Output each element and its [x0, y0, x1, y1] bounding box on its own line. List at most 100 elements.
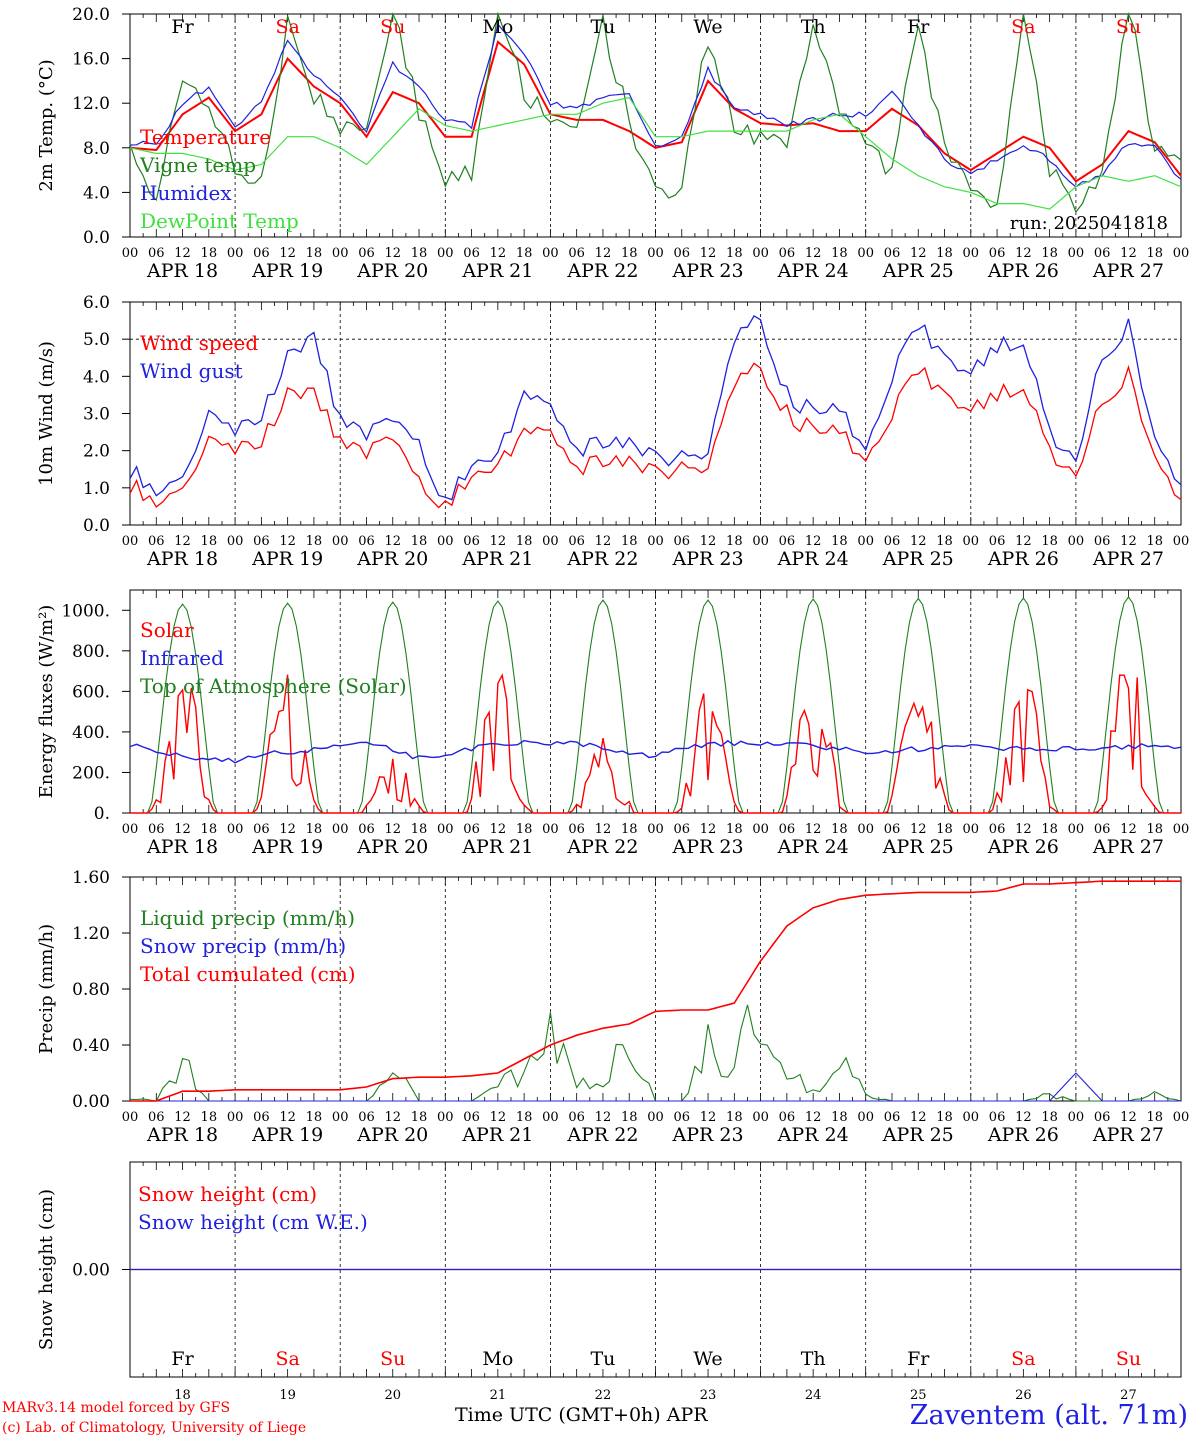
hour-tick-label: 18 — [726, 822, 743, 837]
series-line-3 — [129, 96, 1182, 210]
hour-tick-label: 06 — [779, 822, 796, 837]
date-tick-label: APR 20 — [356, 836, 428, 858]
weekday-label: Su — [1116, 16, 1141, 38]
hour-tick-label: 12 — [490, 822, 507, 837]
hour-tick-label: 06 — [568, 534, 585, 549]
hour-tick-label: 18 — [936, 1110, 953, 1125]
hour-tick-label: 18 — [831, 1110, 848, 1125]
run-annotation: run: 2025041818 — [1010, 213, 1168, 234]
y-tick-label: 20.0 — [72, 5, 110, 25]
hour-tick-label: 12 — [700, 534, 717, 549]
hour-tick-label: 12 — [1120, 1110, 1137, 1125]
hour-tick-label: 12 — [805, 246, 822, 261]
hour-tick-label: 18 — [1041, 1110, 1058, 1125]
y-tick-label: 16.0 — [72, 50, 110, 70]
hour-tick-label: 12 — [700, 246, 717, 261]
hour-tick-label: 00 — [542, 822, 559, 837]
weekday-label: Tu — [590, 16, 615, 38]
hour-tick-label: 00 — [647, 1110, 664, 1125]
series-line-0 — [130, 673, 1181, 814]
hour-tick-label: 00 — [752, 246, 769, 261]
y-tick-label: 0.00 — [72, 1092, 110, 1112]
lab-credit: (c) Lab. of Climatology, University of L… — [2, 1420, 307, 1436]
hour-tick-label: 12 — [910, 246, 927, 261]
date-tick-label: APR 22 — [566, 1124, 638, 1146]
hour-tick-label: 06 — [674, 1110, 691, 1125]
legend-entry: Wind gust — [140, 359, 243, 383]
y-tick-label: 0. — [94, 804, 110, 824]
hour-tick-label: 00 — [963, 1110, 980, 1125]
date-tick-label: APR 27 — [1092, 548, 1164, 570]
y-tick-label: 0.0 — [83, 516, 110, 536]
hour-tick-label: 06 — [779, 246, 796, 261]
legend-entry: DewPoint Temp — [140, 209, 299, 233]
hour-tick-label: 06 — [884, 822, 901, 837]
hour-tick-label: 06 — [568, 246, 585, 261]
date-tick-label: APR 20 — [356, 260, 428, 282]
hour-tick-label: 18 — [306, 534, 323, 549]
hour-tick-label: 12 — [279, 246, 296, 261]
hour-tick-label: 12 — [1120, 534, 1137, 549]
date-tick-label: APR 18 — [146, 1124, 218, 1146]
hour-tick-label: 00 — [227, 822, 244, 837]
hour-tick-label: 12 — [490, 534, 507, 549]
legend-entry: Infrared — [140, 646, 224, 670]
series-line-1 — [129, 739, 1182, 764]
hour-tick-label: 00 — [857, 534, 874, 549]
hour-tick-label: 12 — [1120, 822, 1137, 837]
hour-tick-label: 00 — [1173, 822, 1190, 837]
hour-tick-label: 18 — [201, 822, 218, 837]
y-axis-label: Snow height (cm) — [36, 1189, 57, 1350]
series-line-1 — [130, 1072, 1181, 1102]
weekday-label: Fr — [907, 1348, 930, 1370]
y-tick-label: 6.0 — [83, 293, 110, 313]
hour-tick-label: 06 — [358, 534, 375, 549]
hour-tick-label: 12 — [595, 822, 612, 837]
hour-tick-label: 12 — [384, 246, 401, 261]
hour-tick-label: 18 — [1146, 246, 1163, 261]
hour-tick-label: 18 — [726, 1110, 743, 1125]
hour-tick-label: 00 — [647, 246, 664, 261]
hour-tick-label: 12 — [174, 1110, 191, 1125]
hour-tick-label: 06 — [674, 534, 691, 549]
hour-tick-label: 00 — [122, 1110, 139, 1125]
hour-tick-label: 06 — [989, 1110, 1006, 1125]
hour-tick-label: 06 — [253, 822, 270, 837]
hour-tick-label: 18 — [621, 822, 638, 837]
hour-tick-label: 12 — [1120, 246, 1137, 261]
hour-tick-label: 06 — [989, 822, 1006, 837]
hour-tick-label: 12 — [384, 534, 401, 549]
panel-frame — [129, 301, 1182, 526]
y-axis-label: Precip (mm/h) — [36, 924, 57, 1054]
date-tick-label: APR 21 — [461, 548, 533, 570]
weekday-label: Tu — [590, 1348, 615, 1370]
hour-tick-label: 00 — [963, 246, 980, 261]
date-tick-label: APR 26 — [987, 548, 1059, 570]
weekday-label: Su — [380, 1348, 405, 1370]
hour-tick-label: 18 — [726, 246, 743, 261]
hour-tick-label: 00 — [542, 246, 559, 261]
hour-tick-label: 06 — [779, 534, 796, 549]
day-number-label: 23 — [700, 1388, 717, 1403]
hour-tick-label: 06 — [253, 246, 270, 261]
hour-tick-label: 00 — [1173, 534, 1190, 549]
day-number-label: 26 — [1015, 1388, 1032, 1403]
date-tick-label: APR 21 — [461, 260, 533, 282]
hour-tick-label: 00 — [542, 1110, 559, 1125]
y-tick-label: 1.60 — [72, 868, 110, 888]
y-tick-label: 1000. — [61, 601, 110, 621]
hour-tick-label: 00 — [227, 246, 244, 261]
date-tick-label: APR 18 — [146, 836, 218, 858]
y-tick-label: 2.0 — [83, 442, 110, 462]
hour-tick-label: 06 — [989, 246, 1006, 261]
y-tick-label: 1.0 — [83, 479, 110, 499]
date-tick-label: APR 25 — [882, 1124, 954, 1146]
hour-tick-label: 06 — [1094, 246, 1111, 261]
y-tick-label: 8.0 — [83, 139, 110, 159]
hour-tick-label: 12 — [174, 534, 191, 549]
date-tick-label: APR 26 — [987, 260, 1059, 282]
hour-tick-label: 12 — [805, 534, 822, 549]
hour-tick-label: 12 — [595, 1110, 612, 1125]
hour-tick-label: 18 — [1041, 822, 1058, 837]
